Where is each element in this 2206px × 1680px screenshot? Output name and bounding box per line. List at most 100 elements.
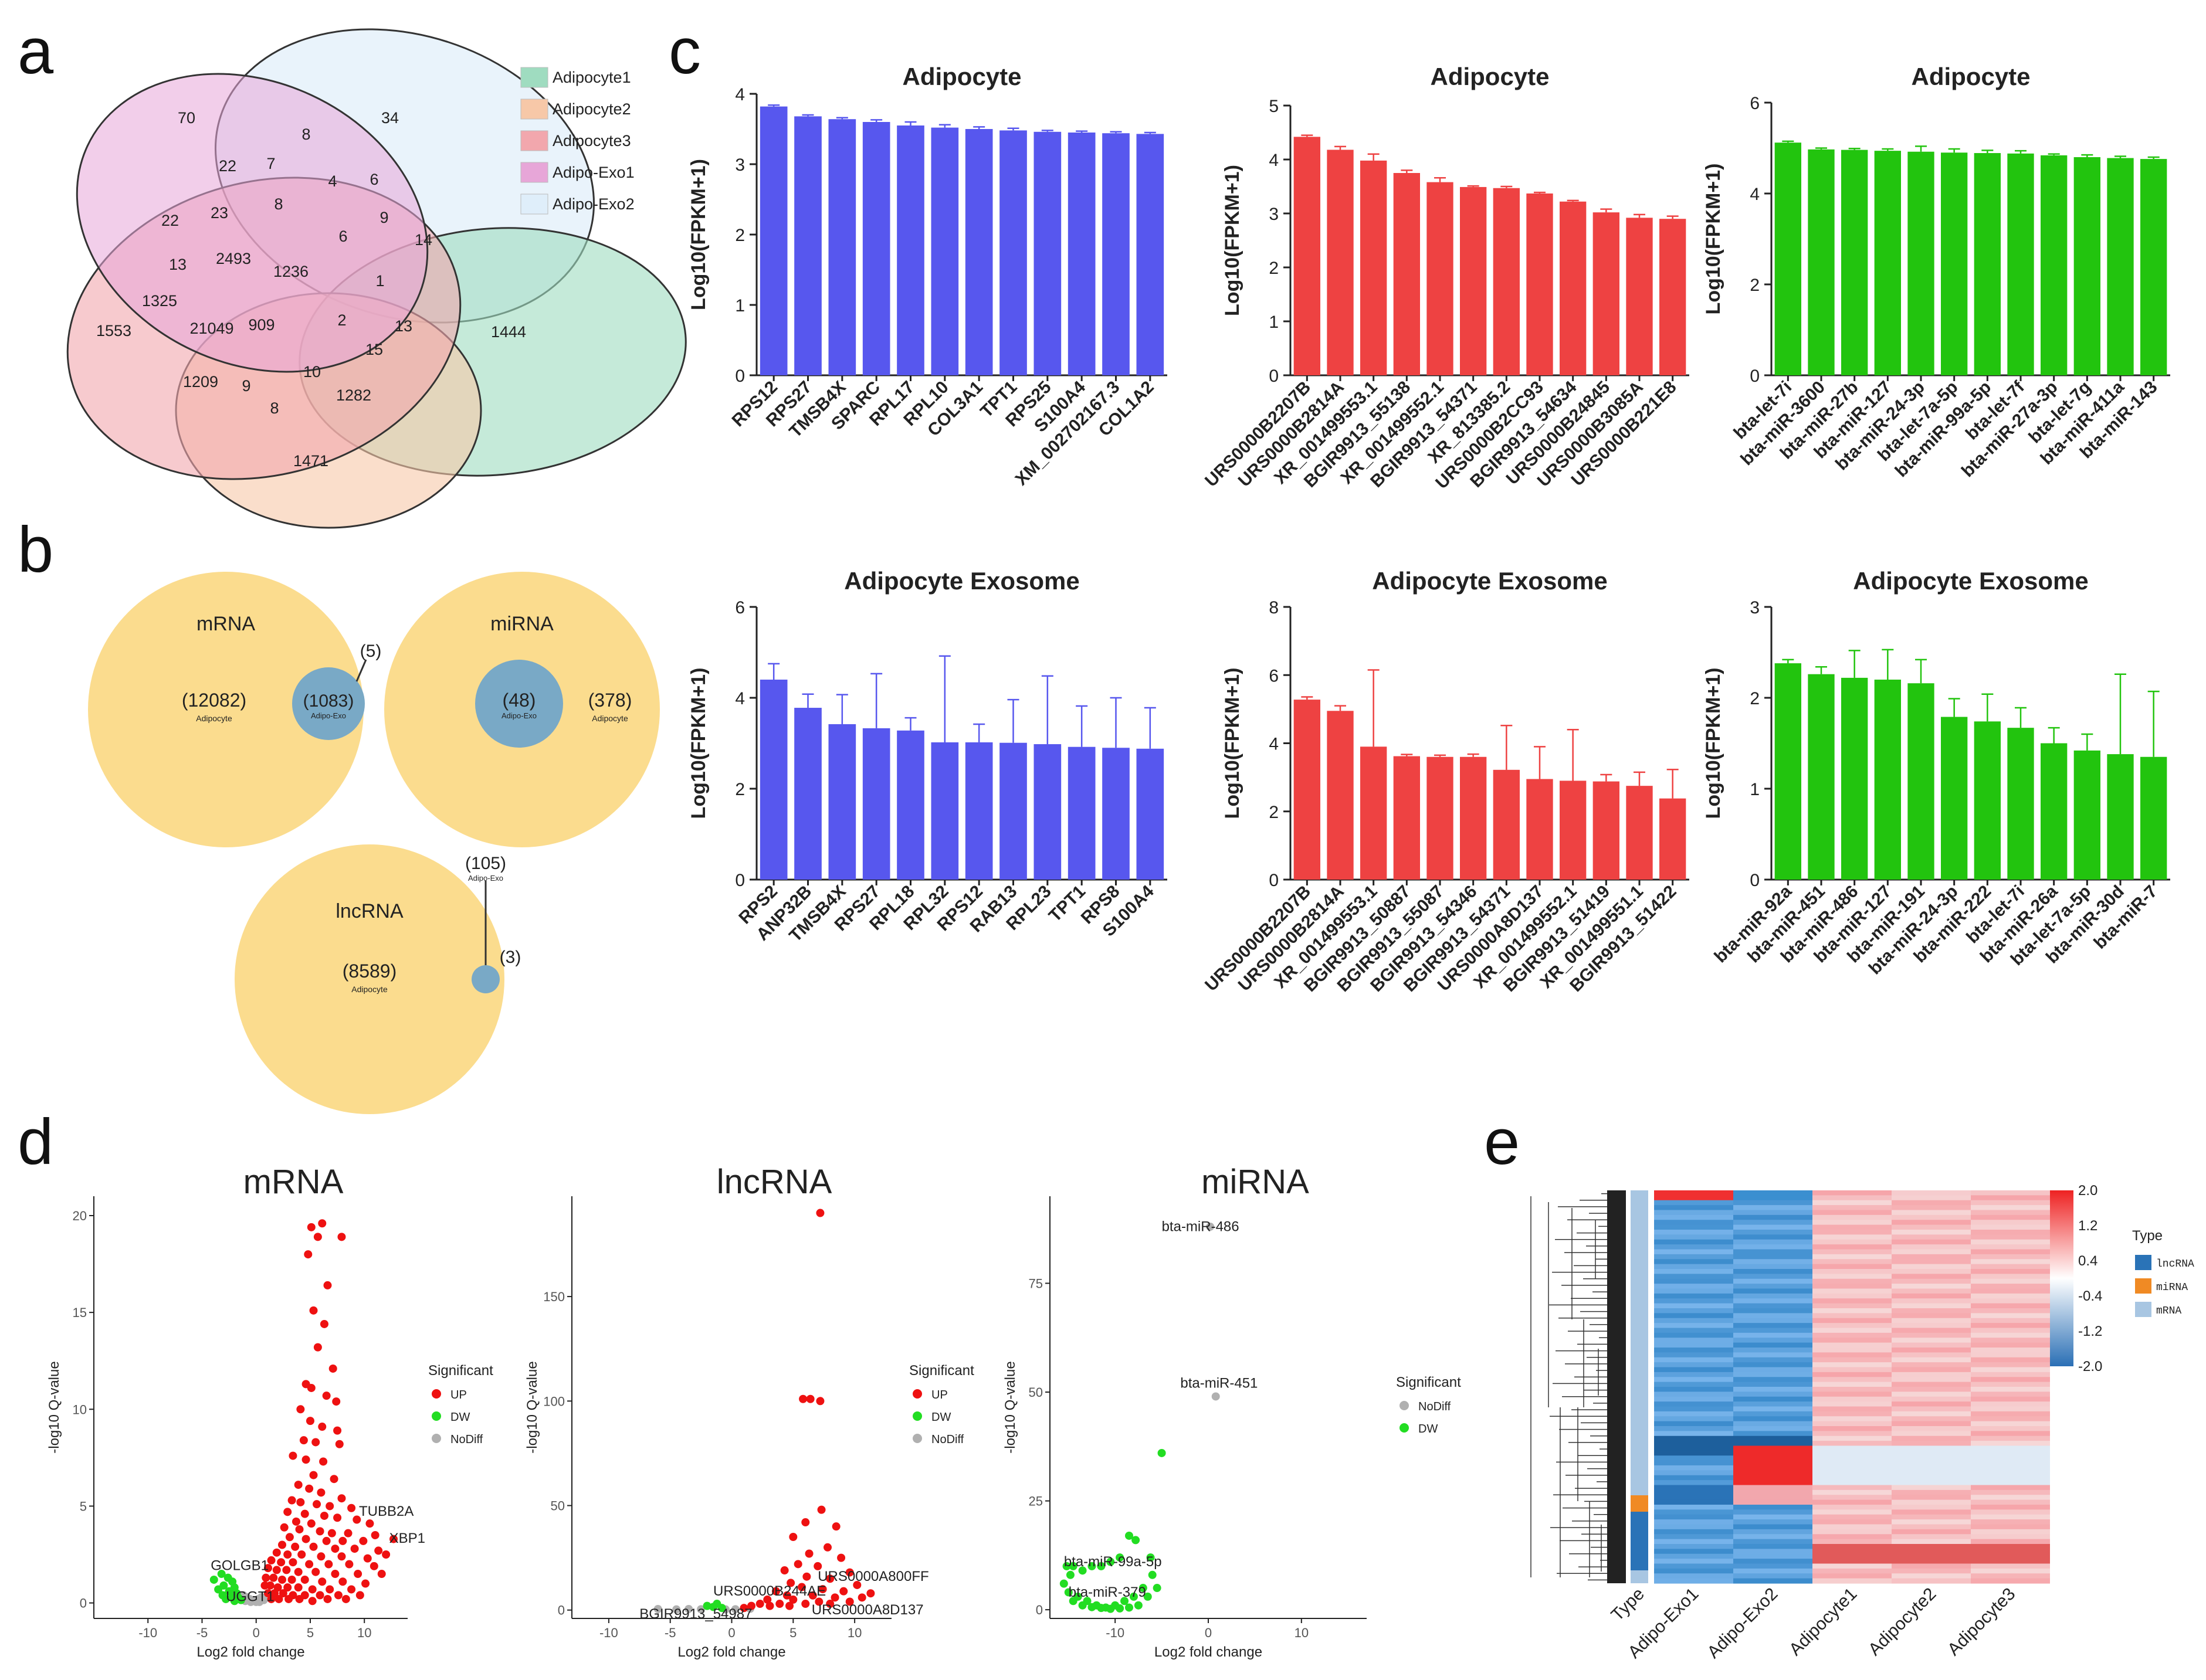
heatmap-cell <box>1971 1421 2050 1427</box>
heatmap-column-label: Adipocyte2 <box>1865 1584 1940 1659</box>
x-tick-label: 10 <box>848 1625 862 1640</box>
heatmap-cell <box>1892 1505 1971 1510</box>
y-tick-label: 3 <box>735 155 745 175</box>
down-point <box>1069 1597 1077 1606</box>
heatmap-cell <box>1892 1264 1971 1270</box>
heatmap-cell <box>1971 1578 2050 1584</box>
heatmap-cell <box>1971 1328 2050 1333</box>
heatmap-cell <box>1971 1509 2050 1515</box>
venn-count: 1282 <box>336 386 371 404</box>
heatmap-cell <box>1892 1274 1971 1279</box>
volcano-mrna: mRNA -10 -5 0 5 10 0 5 10 15 20 Log2 fold change -lo… <box>46 1163 493 1660</box>
type-legend-label: mRNA <box>2156 1305 2181 1317</box>
heatmap-cell <box>1812 1288 1892 1294</box>
heatmap-cell <box>1971 1205 2050 1211</box>
bar <box>1808 149 1835 375</box>
heatmap-cell <box>1812 1224 1892 1230</box>
down-point <box>1157 1448 1166 1457</box>
up-point <box>806 1394 815 1403</box>
bar <box>1592 212 1619 375</box>
x-tick-label: 0 <box>253 1625 260 1640</box>
heatmap-cell <box>1971 1534 2050 1540</box>
nodiff-point <box>246 1597 255 1606</box>
heatmap-cell <box>1892 1377 1971 1383</box>
nodiff-point <box>697 1605 706 1614</box>
heatmap-cell <box>1892 1544 1971 1549</box>
heatmap-cell <box>1733 1318 1812 1323</box>
heatmap-cell <box>1654 1465 1733 1471</box>
legend-swatch <box>520 162 548 183</box>
heatmap-cell <box>1654 1534 1733 1540</box>
heatmap-cell <box>1892 1455 1971 1461</box>
heatmap-cell <box>1654 1348 1733 1353</box>
point-label: XBP1 <box>389 1530 425 1546</box>
heatmap-cell <box>1654 1495 1733 1501</box>
heatmap-cell <box>1654 1323 1733 1329</box>
y-axis-label: Log10(FPKM+1) <box>1221 668 1243 819</box>
heatmap-cell <box>1892 1372 1971 1377</box>
heatmap-cell <box>1654 1568 1733 1574</box>
heatmap-cell <box>1812 1391 1892 1397</box>
y-tick-label: 6 <box>1269 666 1279 685</box>
heatmap-cell <box>1733 1254 1812 1260</box>
y-tick-label: 150 <box>543 1289 565 1304</box>
up-point <box>333 1426 342 1435</box>
y-tick-label: 6 <box>735 598 745 617</box>
heatmap-cell <box>1733 1249 1812 1255</box>
heatmap-cell <box>1654 1249 1733 1255</box>
type-legend-label: lncRNA <box>2156 1258 2194 1270</box>
heatmap-cell <box>1733 1475 1812 1481</box>
point-label: bta-miR-379 <box>1069 1584 1146 1600</box>
heatmap-cell <box>1812 1205 1892 1211</box>
heatmap-cell <box>1971 1348 2050 1353</box>
bar <box>1360 746 1387 880</box>
heatmap-cell <box>1812 1435 1892 1441</box>
heatmap-cell <box>1733 1465 1812 1471</box>
heatmap-cell <box>1892 1416 1971 1422</box>
type-cell-mrna <box>1631 1570 1648 1583</box>
down-point <box>1125 1531 1133 1540</box>
up-point <box>354 1570 362 1579</box>
heatmap-cell <box>1812 1214 1892 1220</box>
up-point <box>815 1597 824 1606</box>
heatmap-cell <box>1971 1190 2050 1196</box>
up-point <box>295 1594 304 1603</box>
heatmap-cell <box>1812 1568 1892 1574</box>
up-point <box>363 1554 372 1563</box>
up-point <box>802 1572 811 1581</box>
heatmap-cell <box>1654 1303 1733 1309</box>
heatmap-cell <box>1733 1514 1812 1520</box>
heatmap-cell <box>1971 1387 2050 1392</box>
bar <box>1560 201 1587 375</box>
heatmap-cell <box>1654 1338 1733 1343</box>
venn-count: 9 <box>379 209 388 226</box>
venn-count: 1553 <box>96 322 131 340</box>
heatmap-cell <box>1654 1396 1733 1402</box>
heatmap-cell <box>1733 1239 1812 1245</box>
heatmap-cell <box>1812 1284 1892 1289</box>
up-point <box>330 1475 338 1484</box>
up-point <box>337 1233 346 1241</box>
up-point <box>787 1579 795 1587</box>
heatmap-cell <box>1733 1411 1812 1417</box>
bar <box>2140 756 2167 880</box>
bar <box>1874 680 1901 880</box>
legend-marker <box>1399 1401 1409 1410</box>
heatmap-cell <box>1733 1323 1812 1329</box>
heatmap-cell <box>1971 1318 2050 1323</box>
heatmap-cell <box>1654 1239 1733 1245</box>
up-point <box>845 1568 854 1577</box>
heatmap-cell <box>1971 1372 2050 1377</box>
nodiff-point <box>672 1605 681 1614</box>
heatmap-cell <box>1892 1534 1971 1540</box>
x-tick-label: -5 <box>665 1625 676 1640</box>
heatmap-cell <box>1733 1573 1812 1579</box>
heatmap-cell <box>1812 1489 1892 1495</box>
down-point <box>1078 1566 1087 1575</box>
heatmap-cell <box>1892 1303 1971 1309</box>
venn-count: 8 <box>270 399 279 417</box>
bar <box>2007 153 2034 375</box>
heatmap-cell <box>1971 1362 2050 1368</box>
color-scale-bar <box>2050 1190 2073 1366</box>
